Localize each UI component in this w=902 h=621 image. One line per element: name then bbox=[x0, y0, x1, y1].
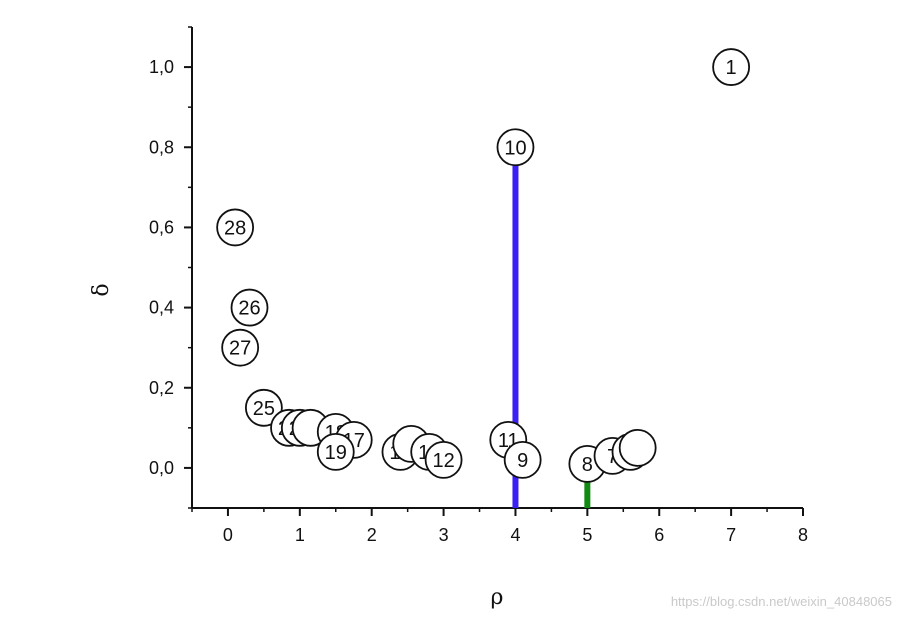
data-point-marker bbox=[244, 388, 283, 427]
data-point-label: 25 bbox=[253, 398, 275, 420]
data-point-label: 1 bbox=[726, 57, 737, 79]
data-point-label: 10 bbox=[504, 137, 526, 159]
data-point: 1 bbox=[712, 48, 751, 86]
data-point-label: 26 bbox=[238, 298, 260, 320]
data-point-label: 8 bbox=[582, 454, 593, 476]
data-point: 12 bbox=[424, 440, 463, 479]
x-tick-label: 1 bbox=[295, 525, 305, 545]
data-point-marker bbox=[424, 440, 463, 479]
data-point: 26 bbox=[230, 288, 269, 327]
data-point: 25 bbox=[244, 388, 283, 427]
data-points: 11028262725242018171915131211987 bbox=[216, 48, 751, 483]
y-tick-label: 0,0 bbox=[149, 458, 174, 478]
data-point-label: 19 bbox=[325, 442, 347, 464]
data-point: 19 bbox=[316, 432, 355, 471]
data-point-label: 12 bbox=[432, 450, 454, 472]
y-axis-title: δ bbox=[89, 283, 114, 296]
x-tick-label: 5 bbox=[582, 525, 592, 545]
data-point-marker bbox=[496, 128, 535, 167]
y-tick-label: 0,6 bbox=[149, 217, 174, 237]
data-point-label: 9 bbox=[517, 450, 528, 472]
watermark-text: https://blog.csdn.net/weixin_40848065 bbox=[670, 594, 892, 609]
data-point-marker bbox=[230, 288, 269, 327]
data-point-label: 27 bbox=[229, 338, 251, 360]
y-tick-label: 0,4 bbox=[149, 298, 174, 318]
data-point: 10 bbox=[496, 128, 535, 167]
x-tick-label: 3 bbox=[439, 525, 449, 545]
data-point bbox=[618, 428, 657, 467]
y-tick-label: 1,0 bbox=[149, 57, 174, 77]
data-point-label: 28 bbox=[224, 217, 246, 239]
x-tick-label: 0 bbox=[223, 525, 233, 545]
data-point-marker bbox=[216, 208, 255, 247]
y-tick-label: 0,8 bbox=[149, 137, 174, 157]
data-point-marker bbox=[316, 432, 355, 471]
data-point-marker bbox=[712, 48, 751, 86]
x-tick-label: 6 bbox=[654, 525, 664, 545]
x-tick-label: 2 bbox=[367, 525, 377, 545]
data-point: 28 bbox=[216, 208, 255, 247]
x-tick-label: 7 bbox=[726, 525, 736, 545]
y-tick-label: 0,2 bbox=[149, 378, 174, 398]
x-axis-title: ρ bbox=[491, 585, 504, 610]
data-point-marker bbox=[221, 328, 260, 367]
x-tick-label: 8 bbox=[798, 525, 808, 545]
data-point: 9 bbox=[503, 440, 542, 479]
data-point: 27 bbox=[221, 328, 260, 367]
data-point-marker bbox=[503, 440, 542, 479]
axes: 0 1 2 3 4 5 6 7 80,00,20,40,60,81,0 bbox=[149, 26, 808, 545]
data-point-marker bbox=[618, 428, 657, 467]
x-tick-label: 4 bbox=[510, 525, 520, 545]
